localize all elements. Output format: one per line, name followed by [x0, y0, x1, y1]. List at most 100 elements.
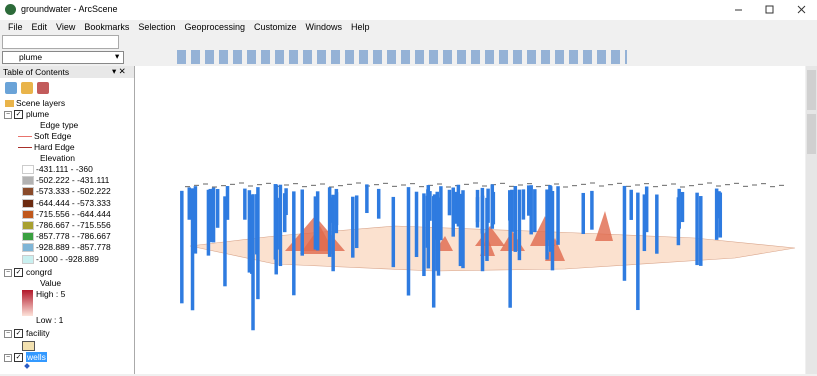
well	[251, 194, 255, 330]
well	[508, 193, 512, 307]
well	[643, 194, 647, 251]
toolbar-buttons	[2, 35, 119, 49]
layer-name: congrd	[26, 267, 52, 277]
well	[255, 194, 259, 254]
class-swatch	[22, 221, 34, 230]
legend-label: -928.889 - -857.778	[36, 242, 111, 252]
toc-tool[interactable]	[5, 82, 17, 94]
window-title: groundwater - ArcScene	[21, 4, 118, 14]
toc-controls[interactable]: ▾ ✕	[112, 66, 126, 77]
well	[492, 192, 496, 224]
class-swatch	[22, 232, 34, 241]
well	[377, 189, 381, 219]
collapse-toggle[interactable]: −	[4, 269, 12, 277]
well	[590, 191, 594, 230]
class-swatch	[22, 187, 34, 196]
well	[435, 192, 439, 271]
well	[180, 191, 184, 304]
menu-item[interactable]: File	[8, 22, 23, 32]
legend-heading: Elevation	[40, 153, 75, 163]
well	[415, 192, 419, 257]
layer-checkbox[interactable]: ✓	[14, 110, 23, 119]
legend-label: -502.222 - -431.111	[36, 175, 109, 185]
well-symbol	[24, 363, 30, 369]
layer-checkbox[interactable]: ✓	[14, 353, 23, 362]
app-icon	[5, 4, 16, 15]
dropdown-text: plume	[19, 52, 42, 62]
menu-item[interactable]: Help	[351, 22, 370, 32]
legend-label: -573.333 - -502.222	[36, 186, 111, 196]
toc-header: Table of Contents ▾ ✕	[0, 66, 134, 78]
well	[681, 192, 685, 222]
well	[335, 192, 339, 225]
legend-label: -1000 - -928.889	[36, 254, 99, 264]
well	[407, 187, 411, 295]
well	[316, 191, 320, 250]
well	[274, 184, 278, 259]
menu-item[interactable]: Edit	[32, 22, 48, 32]
well	[432, 196, 436, 307]
toc-root: Scene layers	[16, 98, 65, 108]
menu-item[interactable]: Windows	[306, 22, 343, 32]
well	[292, 191, 296, 295]
layer-name: plume	[26, 109, 49, 119]
side-tab[interactable]	[807, 70, 816, 110]
menu-item[interactable]: Customize	[254, 22, 297, 32]
legend-label: High : 5	[36, 289, 65, 299]
well	[461, 190, 465, 268]
well	[279, 185, 283, 266]
legend-label: -786.667 - -715.556	[36, 220, 111, 230]
layer-checkbox[interactable]: ✓	[14, 268, 23, 277]
well	[695, 193, 699, 265]
menu-item[interactable]: View	[56, 22, 75, 32]
well	[549, 186, 553, 252]
well	[392, 197, 396, 267]
toc-tool[interactable]	[37, 82, 49, 94]
legend-label: Soft Edge	[34, 131, 71, 141]
folder-icon	[5, 100, 14, 107]
layer-name: wells	[26, 352, 47, 362]
well	[212, 188, 216, 243]
class-swatch	[22, 176, 34, 185]
ramp-swatch	[22, 290, 33, 316]
well	[351, 197, 355, 258]
legend-label: -715.556 - -644.444	[36, 209, 111, 219]
menu-item[interactable]: Bookmarks	[84, 22, 129, 32]
layer-checkbox[interactable]: ✓	[14, 329, 23, 338]
well	[699, 196, 703, 266]
well	[243, 189, 247, 220]
well	[451, 188, 455, 237]
side-tabs	[806, 66, 817, 374]
well	[485, 198, 489, 261]
menu-item[interactable]: Geoprocessing	[184, 22, 245, 32]
well	[527, 185, 531, 215]
side-tab[interactable]	[807, 114, 816, 154]
dropdown-arrow: ▾	[115, 51, 119, 62]
edge-symbol	[18, 136, 32, 137]
window-controls[interactable]	[730, 3, 814, 17]
toc-tool[interactable]	[21, 82, 33, 94]
legend-label: -644.444 - -573.333	[36, 198, 111, 208]
collapse-toggle[interactable]: −	[4, 111, 12, 119]
collapse-toggle[interactable]: −	[4, 354, 12, 362]
menu-bar: File Edit View Bookmarks Selection Geoprocess…	[0, 20, 817, 34]
legend-label: Hard Edge	[34, 142, 75, 152]
collapse-toggle[interactable]: −	[4, 330, 12, 338]
well	[556, 186, 560, 245]
well	[448, 190, 452, 216]
well	[636, 193, 640, 310]
well	[629, 190, 633, 220]
toc-panel: Table of Contents ▾ ✕ Scene layers−✓plum…	[0, 66, 135, 374]
scene-view[interactable]	[135, 66, 805, 374]
well	[226, 186, 230, 220]
layer-dropdown[interactable]: plume ▾	[2, 51, 124, 64]
menu-item[interactable]: Selection	[138, 22, 175, 32]
well	[533, 189, 537, 232]
class-swatch	[22, 199, 34, 208]
well	[329, 197, 333, 222]
well	[514, 186, 518, 252]
navigation-tools[interactable]	[177, 50, 627, 64]
well	[623, 186, 627, 281]
well	[355, 195, 359, 248]
title-bar: groundwater - ArcScene	[0, 0, 817, 20]
